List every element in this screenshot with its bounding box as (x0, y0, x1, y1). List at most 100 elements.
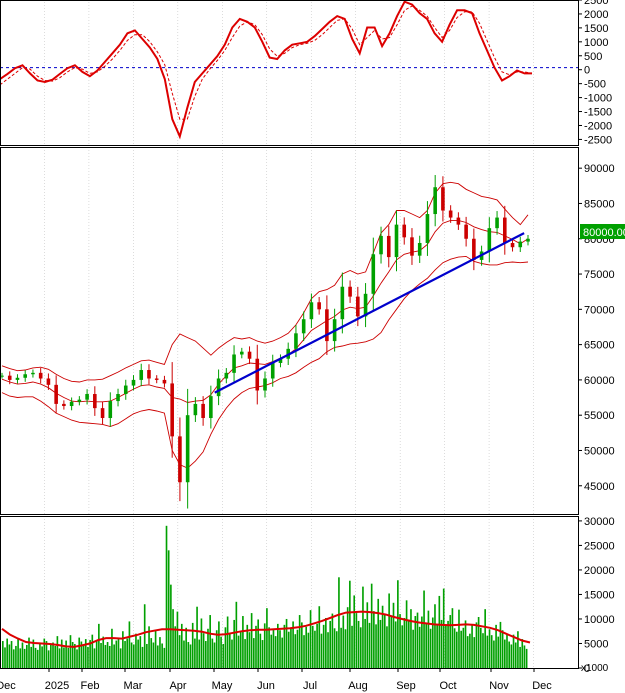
oscillator-frame (0, 0, 579, 146)
volume-bar (141, 646, 144, 668)
x-axis-label: Mar (124, 680, 143, 692)
bollinger-middle-band (1, 219, 529, 403)
volume-bar (375, 624, 377, 668)
volume-bar (421, 616, 423, 668)
volume-bar (292, 621, 294, 668)
candle-body (425, 214, 430, 243)
volume-bar (213, 642, 216, 668)
volume-bar (442, 588, 445, 668)
candle-body (456, 217, 461, 225)
volume-bar (440, 619, 443, 668)
price-tick-label: 55000 (584, 410, 615, 422)
candle-body (116, 394, 120, 402)
oscillator-tick-label: -2000 (584, 120, 612, 132)
volume-bar (244, 639, 246, 668)
volume-bar (128, 621, 131, 668)
volume-bar (132, 644, 135, 668)
price-tick-label: 45000 (584, 481, 615, 493)
volume-bar (84, 639, 87, 668)
volume-bar (191, 622, 194, 668)
volume-bar (71, 642, 74, 668)
volume-bar (170, 584, 172, 668)
volume-bar (104, 644, 107, 668)
volume-bar (449, 615, 452, 668)
volume-bar (63, 647, 65, 668)
volume-bar (246, 624, 249, 668)
candle-body (526, 238, 530, 242)
volume-bar (60, 639, 63, 668)
candle-body (54, 384, 58, 404)
volume-bar (15, 645, 17, 668)
candle-body (417, 242, 422, 256)
volume-bar (117, 637, 120, 668)
volume-bar (135, 633, 137, 668)
volume-panel: 0 5000 10000 15000 20000 25000 30000 (0, 516, 615, 675)
volume-bar (28, 637, 30, 668)
volume-bar (152, 642, 155, 668)
volume-bar (198, 639, 201, 668)
volume-bar (388, 593, 390, 668)
price-tick-label: 65000 (584, 340, 615, 352)
candle-body (309, 302, 314, 320)
volume-bar (318, 606, 321, 668)
candle-body (77, 399, 82, 402)
volume-bar (377, 598, 380, 668)
candle-body (340, 286, 345, 320)
volume-bar (307, 632, 310, 668)
volume-bar (266, 608, 268, 668)
volume-bar (12, 649, 15, 668)
volume-bar (484, 609, 486, 668)
volume-bar (47, 650, 50, 668)
volume-bar (21, 642, 24, 668)
volume-bar (479, 627, 482, 668)
candle-body (178, 436, 182, 483)
volume-bar (200, 618, 203, 668)
volume-bar (95, 641, 98, 668)
candle-body (441, 187, 445, 211)
volume-bar (512, 634, 515, 668)
volume-bar (366, 602, 369, 668)
volume-bar (281, 637, 284, 668)
volume-bar (180, 623, 183, 668)
volume-bar (36, 649, 39, 668)
volume-bar (126, 638, 129, 668)
volume-bar (161, 643, 163, 668)
candle-body (31, 372, 35, 375)
volume-bar (8, 644, 11, 668)
volume-bar (41, 646, 43, 668)
oscillator-panel: 2500 2000 1500 1000 500 0 -500 -1000 -1500-2000 -… (0, 0, 612, 146)
volume-bar (74, 643, 76, 668)
volume-bar (344, 629, 347, 668)
volume-bar (394, 621, 397, 668)
oscillator-tick-label: 1500 (584, 23, 608, 35)
x-axis-label: Dec (0, 680, 16, 692)
last-price-badge: 80000.00 (580, 224, 625, 239)
volume-bar (331, 613, 334, 668)
candle-body (15, 377, 20, 380)
volume-bar (325, 617, 327, 668)
volume-bar (466, 636, 469, 668)
candle-body (239, 351, 244, 355)
volume-bar (285, 618, 288, 668)
volume-bar (17, 638, 19, 668)
volume-bar (215, 630, 218, 668)
x-axis-label: Feb (81, 680, 100, 692)
candle-body (209, 396, 213, 419)
volume-bar (139, 636, 142, 668)
x-axis-label: Jun (257, 680, 275, 692)
volume-bar (427, 610, 430, 668)
volume-bar (519, 646, 521, 668)
volume-bar (373, 611, 375, 668)
volume-bar (130, 642, 133, 668)
volume-bar (19, 648, 22, 668)
oscillator-tick-label: -1500 (584, 107, 612, 119)
volume-bar (399, 614, 401, 668)
candle-body (139, 370, 144, 380)
volume-bar (56, 636, 59, 668)
volume-bar (429, 628, 432, 668)
volume-bar (252, 638, 255, 668)
price-tick-label: 85000 (584, 198, 615, 210)
volume-bar (235, 601, 238, 668)
